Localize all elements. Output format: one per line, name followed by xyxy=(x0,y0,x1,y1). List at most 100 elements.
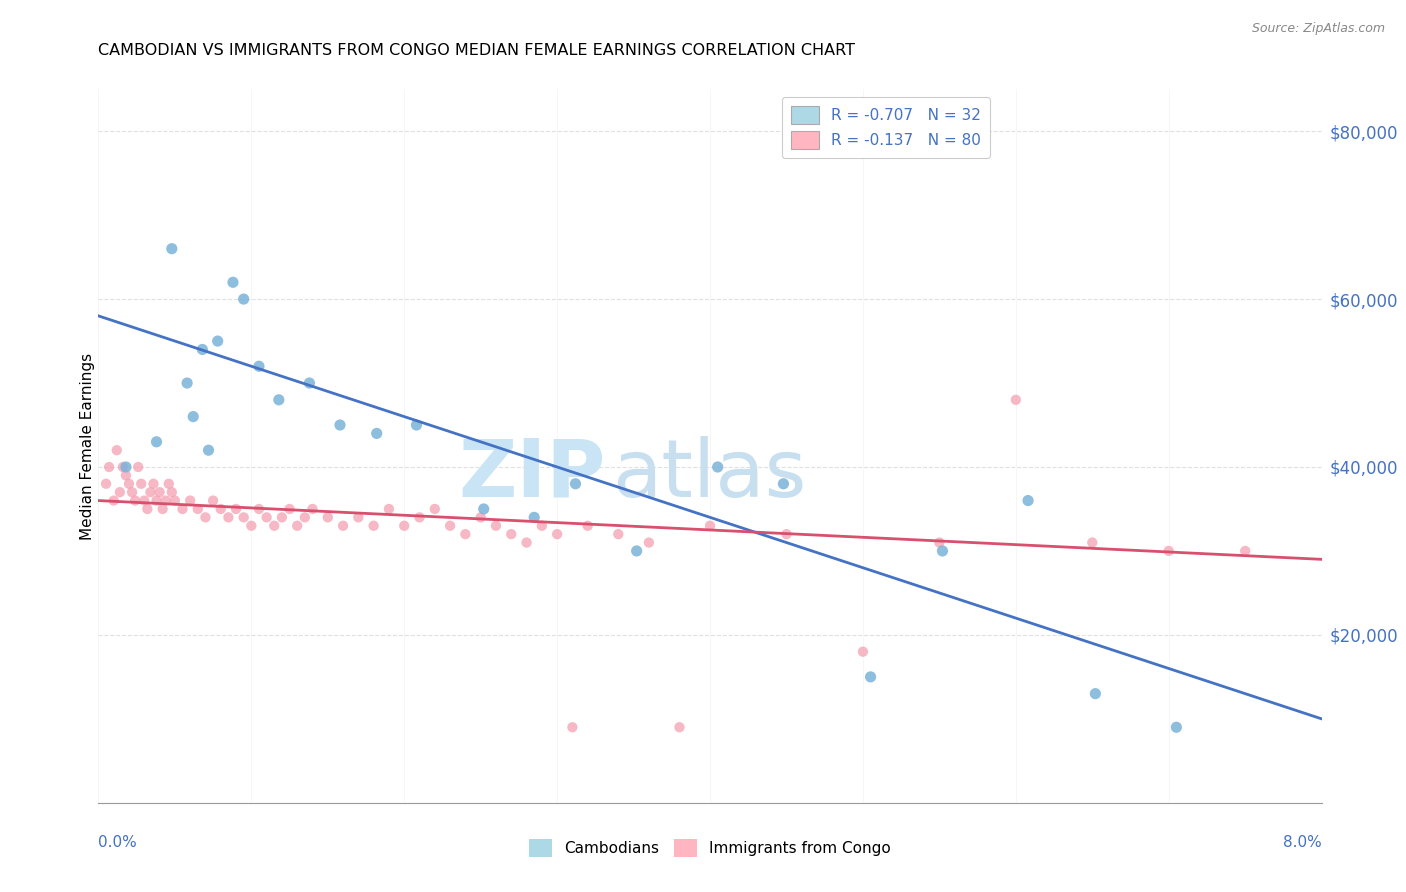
Point xyxy=(108,485,131,500)
Y-axis label: Median Female Earnings: Median Female Earnings xyxy=(80,352,94,540)
Point xyxy=(194,510,217,524)
Point xyxy=(263,518,285,533)
Point xyxy=(115,468,138,483)
Point xyxy=(530,518,553,533)
Point xyxy=(160,485,183,500)
Point xyxy=(1234,544,1257,558)
Point xyxy=(129,476,152,491)
Point xyxy=(247,502,270,516)
Point xyxy=(155,493,177,508)
Point xyxy=(149,485,172,500)
Point xyxy=(202,493,225,508)
Point xyxy=(546,527,568,541)
Point xyxy=(179,493,201,508)
Point xyxy=(626,544,648,558)
Point xyxy=(105,443,128,458)
Text: atlas: atlas xyxy=(612,435,807,514)
Point xyxy=(197,443,219,458)
Point xyxy=(160,242,183,256)
Point xyxy=(607,527,630,541)
Point xyxy=(1166,720,1188,734)
Point xyxy=(115,460,138,475)
Point xyxy=(1004,392,1026,407)
Point xyxy=(485,518,508,533)
Point xyxy=(1017,493,1039,508)
Point xyxy=(316,510,339,524)
Point xyxy=(329,417,352,432)
Point xyxy=(439,518,461,533)
Point xyxy=(278,502,301,516)
Point xyxy=(931,544,953,558)
Point xyxy=(298,376,321,390)
Point xyxy=(142,476,165,491)
Point xyxy=(124,493,146,508)
Point xyxy=(256,510,278,524)
Point xyxy=(209,502,232,516)
Point xyxy=(378,502,401,516)
Point xyxy=(94,476,117,491)
Point xyxy=(152,502,174,516)
Point xyxy=(392,518,416,533)
Point xyxy=(111,460,134,475)
Point xyxy=(222,275,245,289)
Point xyxy=(363,518,385,533)
Point xyxy=(157,476,180,491)
Point xyxy=(294,510,316,524)
Point xyxy=(240,518,263,533)
Point xyxy=(301,502,323,516)
Point xyxy=(706,460,728,475)
Point xyxy=(191,343,214,357)
Point xyxy=(347,510,370,524)
Point xyxy=(501,527,523,541)
Point xyxy=(163,493,186,508)
Point xyxy=(928,535,950,549)
Point xyxy=(136,502,159,516)
Point xyxy=(423,502,446,516)
Point xyxy=(1084,687,1107,701)
Point xyxy=(145,434,167,449)
Point xyxy=(134,493,156,508)
Point xyxy=(139,485,162,500)
Point xyxy=(127,460,149,475)
Point xyxy=(232,510,254,524)
Point xyxy=(103,493,125,508)
Point xyxy=(454,527,477,541)
Point xyxy=(699,518,721,533)
Text: ZIP: ZIP xyxy=(458,435,606,514)
Point xyxy=(225,502,247,516)
Point xyxy=(232,292,254,306)
Point xyxy=(515,535,537,549)
Text: 8.0%: 8.0% xyxy=(1282,835,1322,850)
Point xyxy=(176,376,198,390)
Point xyxy=(405,417,427,432)
Point xyxy=(121,485,143,500)
Point xyxy=(118,476,141,491)
Text: CAMBODIAN VS IMMIGRANTS FROM CONGO MEDIAN FEMALE EARNINGS CORRELATION CHART: CAMBODIAN VS IMMIGRANTS FROM CONGO MEDIA… xyxy=(98,43,855,58)
Point xyxy=(172,502,194,516)
Point xyxy=(470,510,492,524)
Point xyxy=(270,510,294,524)
Point xyxy=(181,409,204,424)
Point xyxy=(852,645,875,659)
Point xyxy=(472,502,495,516)
Point xyxy=(247,359,270,374)
Point xyxy=(576,518,599,533)
Point xyxy=(408,510,430,524)
Point xyxy=(187,502,209,516)
Point xyxy=(285,518,308,533)
Point xyxy=(561,720,583,734)
Point xyxy=(638,535,661,549)
Point xyxy=(1157,544,1180,558)
Point xyxy=(267,392,290,407)
Legend: Cambodians, Immigrants from Congo: Cambodians, Immigrants from Congo xyxy=(523,833,897,863)
Point xyxy=(1081,535,1104,549)
Point xyxy=(98,460,121,475)
Point xyxy=(332,518,354,533)
Text: Source: ZipAtlas.com: Source: ZipAtlas.com xyxy=(1251,22,1385,36)
Point xyxy=(217,510,239,524)
Point xyxy=(145,493,167,508)
Point xyxy=(772,476,794,491)
Point xyxy=(564,476,586,491)
Point xyxy=(207,334,229,348)
Point xyxy=(859,670,882,684)
